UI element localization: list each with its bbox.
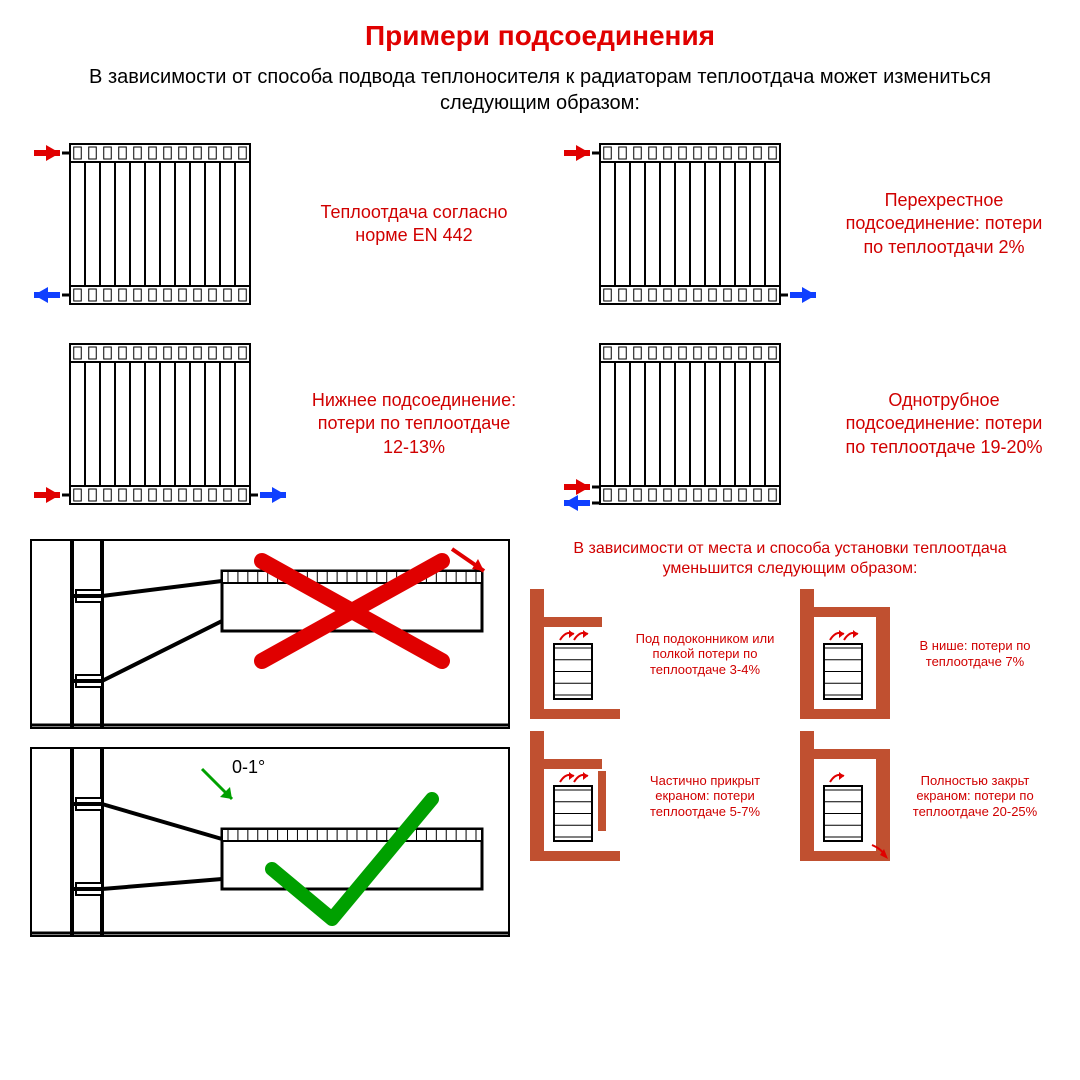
placement-cell: Полностью закрьт екраном: потери по тепл… — [800, 731, 1050, 861]
connection-desc: Нижнее подсоединение: потери по теплоотд… — [308, 389, 520, 459]
install-column: 0-1° — [30, 539, 510, 955]
placement-diagram — [800, 731, 890, 861]
radiator-diagram — [560, 134, 820, 314]
placement-column: В зависимости от места и способа установ… — [530, 539, 1050, 955]
connection-cell: Теплоотдача согласно норме EN 442 — [30, 134, 520, 314]
placement-diagram — [800, 589, 890, 719]
connection-cell: Нижнее подсоединение: потери по теплоотд… — [30, 334, 520, 514]
angle-label: 0-1° — [232, 757, 265, 778]
page-subtitle: В зависимости от способа подвода теплоно… — [40, 64, 1040, 116]
placement-cell: В нише: потери по теплоотдаче 7% — [800, 589, 1050, 719]
radiator-diagram — [30, 134, 290, 314]
placement-diagram — [530, 589, 620, 719]
placement-desc: В нише: потери по теплоотдаче 7% — [900, 638, 1050, 669]
radiator-diagram — [30, 334, 290, 514]
connection-cell: Однотрубное подсоединение: потери по теп… — [560, 334, 1050, 514]
placement-intro: В зависимости от места и способа установ… — [530, 539, 1050, 579]
placement-grid: Под подоконником или полкой потери по те… — [530, 589, 1050, 861]
install-correct: 0-1° — [30, 747, 510, 937]
connection-grid: Теплоотдача согласно норме EN 442 Перехре… — [0, 134, 1080, 524]
placement-cell: Под подоконником или полкой потери по те… — [530, 589, 780, 719]
connection-cell: Перехрестное подсоединение: потери по те… — [560, 134, 1050, 314]
placement-desc: Под подоконником или полкой потери по те… — [630, 631, 780, 678]
connection-desc: Теплоотдача согласно норме EN 442 — [308, 201, 520, 248]
placement-desc: Частично прикрыт екраном: потери теплоот… — [630, 773, 780, 820]
page-title: Примери подсоединения — [0, 0, 1080, 52]
placement-cell: Частично прикрыт екраном: потери теплоот… — [530, 731, 780, 861]
radiator-diagram — [560, 334, 820, 514]
placement-desc: Полностью закрьт екраном: потери по тепл… — [900, 773, 1050, 820]
placement-diagram — [530, 731, 620, 861]
connection-desc: Перехрестное подсоединение: потери по те… — [838, 189, 1050, 259]
connection-desc: Однотрубное подсоединение: потери по теп… — [838, 389, 1050, 459]
install-wrong — [30, 539, 510, 729]
